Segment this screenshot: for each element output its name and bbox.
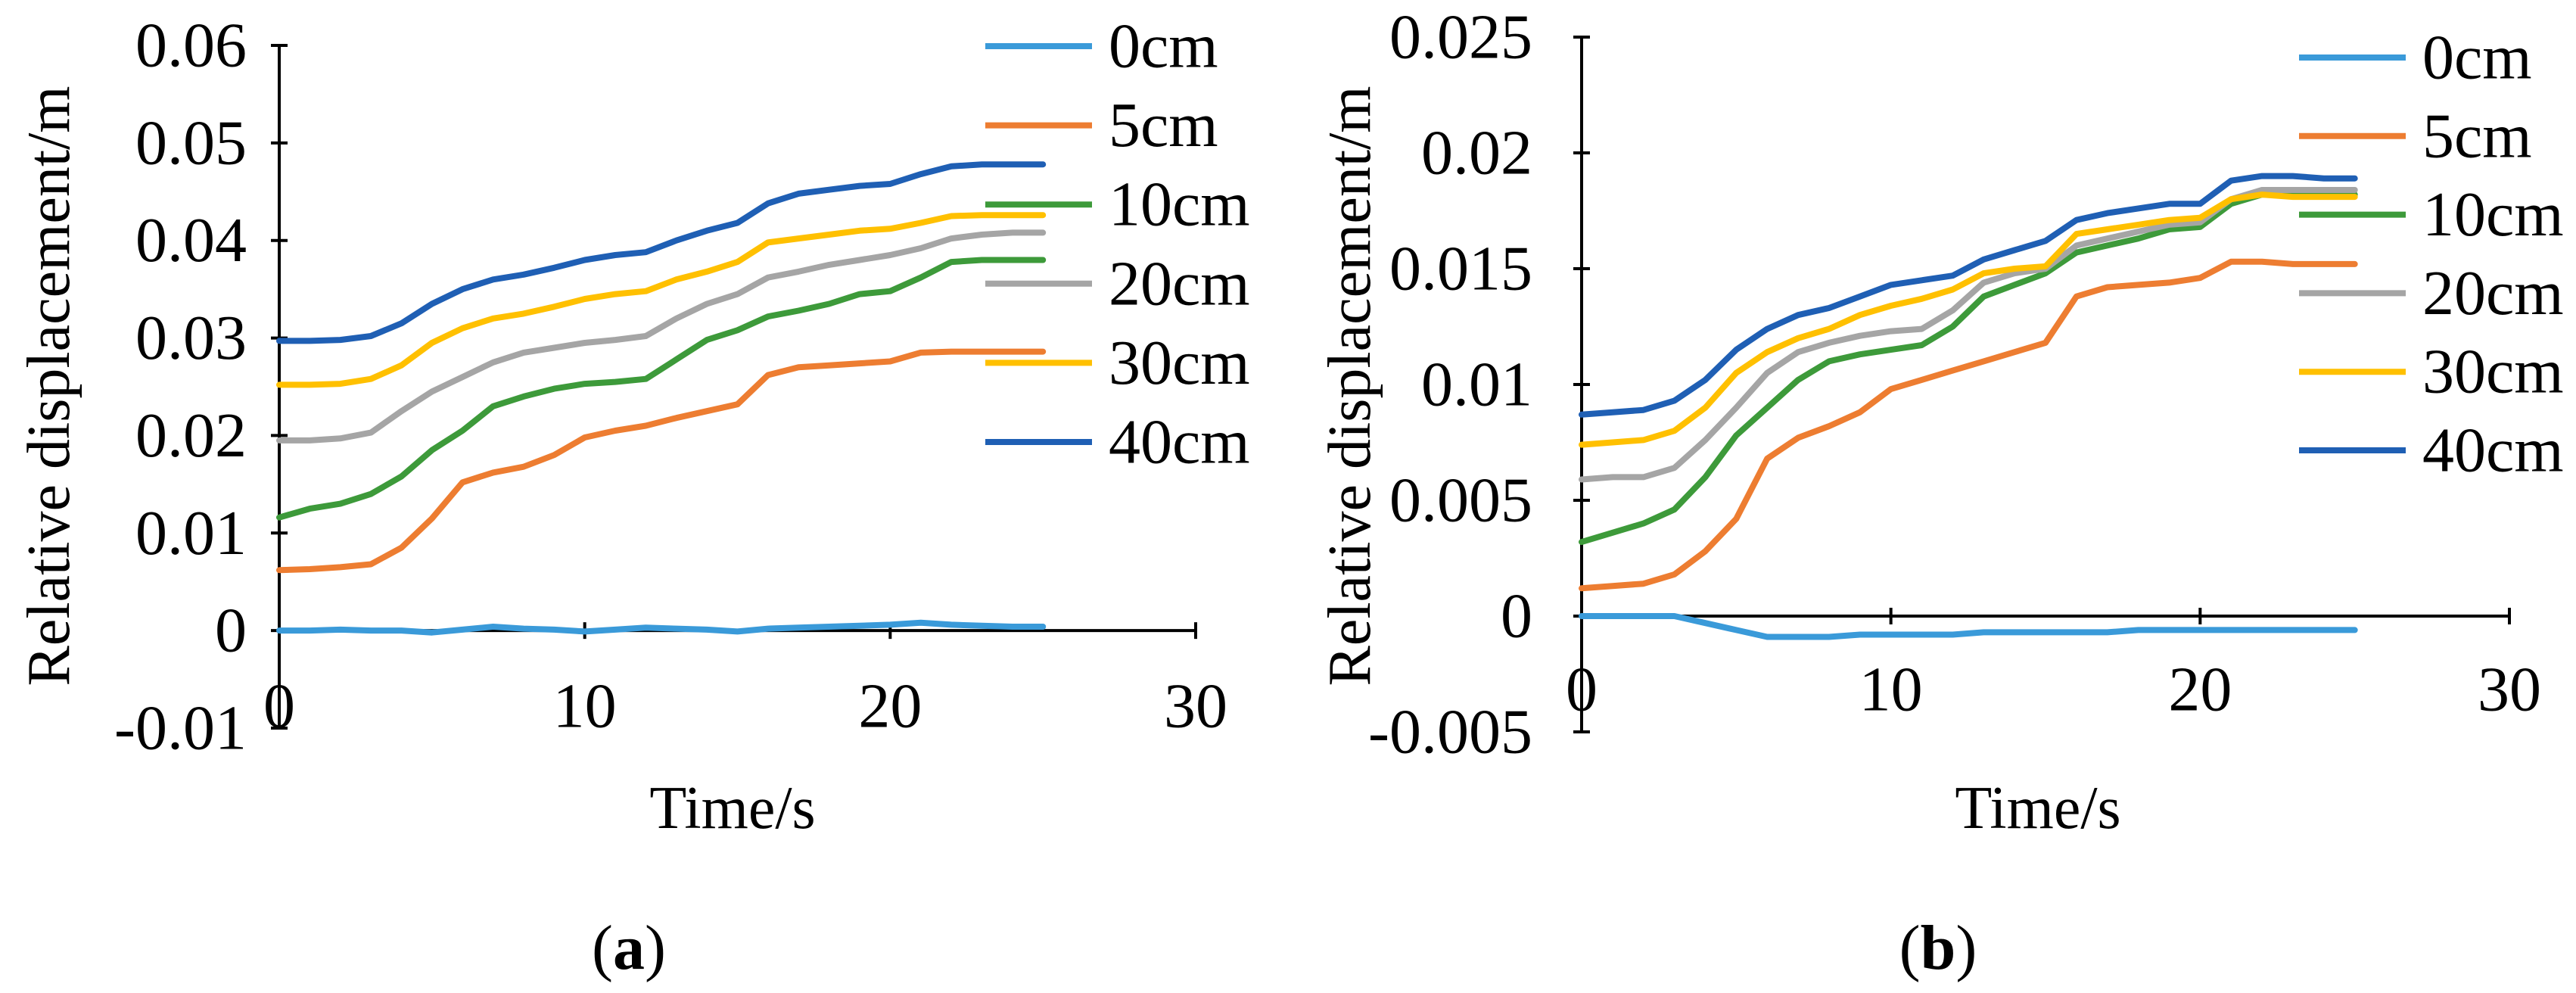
series-line-10cm xyxy=(276,257,1047,521)
series-line-30cm xyxy=(276,212,1047,388)
legend-label-30cm: 30cm xyxy=(1109,328,1250,398)
legend-item-0cm: 0cm xyxy=(2299,23,2532,93)
x-axis-title: Time/s xyxy=(649,775,815,842)
legend-item-30cm: 30cm xyxy=(2299,337,2564,407)
x-tick-label: 0 xyxy=(263,671,295,742)
x-tick-label: 20 xyxy=(2168,655,2232,725)
legend-item-40cm: 40cm xyxy=(2299,416,2564,486)
legend-label-5cm: 5cm xyxy=(2422,101,2532,171)
x-axis-title: Time/s xyxy=(1955,775,2120,842)
axes: 0.025 0.02 0.015 0.01 0.005 0 -0.005 0 10 20 30 xyxy=(1368,2,2541,767)
x-tick-label: 20 xyxy=(858,671,922,742)
legend-label-20cm: 20cm xyxy=(2422,258,2564,328)
series-line-10cm xyxy=(1579,191,2358,546)
y-tick-label: 0.04 xyxy=(135,205,247,275)
axes: 0.060.050.040.030.020.010-0.01 0 10 20 30 xyxy=(114,11,1227,764)
legend-label-10cm: 10cm xyxy=(1109,170,1250,240)
legend-item-10cm: 10cm xyxy=(985,170,1250,240)
series-line-40cm xyxy=(1579,173,2358,418)
y-tick-label: 0.06 xyxy=(135,11,247,81)
legend-item-20cm: 20cm xyxy=(2299,258,2564,328)
caption-close-paren: ) xyxy=(645,913,666,983)
y-axis-title: Relative displacement/m xyxy=(16,86,82,686)
y-tick-label: 0 xyxy=(1501,581,1532,652)
series-line-0cm xyxy=(276,619,1047,636)
panel-a: 0.060.050.040.030.020.010-0.01 0 10 20 30Rel… xyxy=(16,11,1250,983)
caption-open-paren: ( xyxy=(592,913,613,983)
legend-label-30cm: 30cm xyxy=(2422,337,2564,407)
x-tick-label: 10 xyxy=(1859,655,1923,725)
series-line-5cm xyxy=(1579,258,2358,592)
series-line-0cm xyxy=(1579,613,2358,640)
legend-label-10cm: 10cm xyxy=(2422,179,2564,250)
series-group xyxy=(276,161,1047,636)
caption-letter: a xyxy=(613,913,645,983)
y-tick-label: 0 xyxy=(215,596,247,666)
legend-label-0cm: 0cm xyxy=(2422,23,2532,93)
y-tick-label: 0.025 xyxy=(1389,2,1532,73)
x-tick-label: 30 xyxy=(2478,655,2541,725)
legend-item-10cm: 10cm xyxy=(2299,179,2564,250)
y-tick-label: 0.02 xyxy=(1421,118,1532,188)
caption-close-paren: ) xyxy=(1955,913,1977,983)
legend-label-20cm: 20cm xyxy=(1109,248,1250,319)
legend: 0cm 5cm 10cm 20cm 30cm 40cm xyxy=(2299,23,2564,486)
legend-label-40cm: 40cm xyxy=(1109,407,1250,478)
y-axis-title: Relative displacement/m xyxy=(1317,86,1383,686)
y-tick-label: 0.05 xyxy=(135,107,247,178)
legend-label-5cm: 5cm xyxy=(1109,90,1218,160)
x-tick-label: 30 xyxy=(1164,671,1227,742)
panel-b: 0.025 0.02 0.015 0.01 0.005 0 -0.005 0 10 20 30 Rel… xyxy=(1317,2,2564,983)
series-line-40cm xyxy=(276,161,1047,344)
legend: 0cm 5cm 10cm 20cm 30cm 40cm xyxy=(985,11,1250,478)
x-tick-label: 0 xyxy=(1566,655,1598,725)
y-tick-label: 0.03 xyxy=(135,303,247,373)
y-tick-label: -0.005 xyxy=(1368,697,1532,767)
legend-item-5cm: 5cm xyxy=(2299,101,2532,171)
legend-item-20cm: 20cm xyxy=(985,248,1250,319)
legend-item-30cm: 30cm xyxy=(985,328,1250,398)
caption-letter: b xyxy=(1921,913,1956,983)
legend-item-5cm: 5cm xyxy=(985,90,1218,160)
y-tick-label: -0.01 xyxy=(114,693,247,764)
y-tick-label: 0.01 xyxy=(1421,350,1532,420)
series-group xyxy=(1579,173,2358,640)
legend-label-0cm: 0cm xyxy=(1109,11,1218,82)
legend-item-0cm: 0cm xyxy=(985,11,1218,82)
series-line-5cm xyxy=(276,348,1047,574)
y-tick-label: 0.01 xyxy=(135,498,247,568)
series-line-20cm xyxy=(1579,187,2358,483)
y-tick-label: 0.005 xyxy=(1389,465,1532,536)
y-tick-label: 0.02 xyxy=(135,400,247,471)
series-line-30cm xyxy=(1579,191,2358,448)
y-tick-label: 0.015 xyxy=(1389,234,1532,304)
series-line-20cm xyxy=(276,229,1047,444)
caption-open-paren: ( xyxy=(1899,913,1921,983)
panel-caption: (b) xyxy=(1899,913,1977,983)
legend-label-40cm: 40cm xyxy=(2422,416,2564,486)
legend-item-40cm: 40cm xyxy=(985,407,1250,478)
panel-caption: (a) xyxy=(592,913,666,983)
x-tick-label: 10 xyxy=(553,671,617,742)
